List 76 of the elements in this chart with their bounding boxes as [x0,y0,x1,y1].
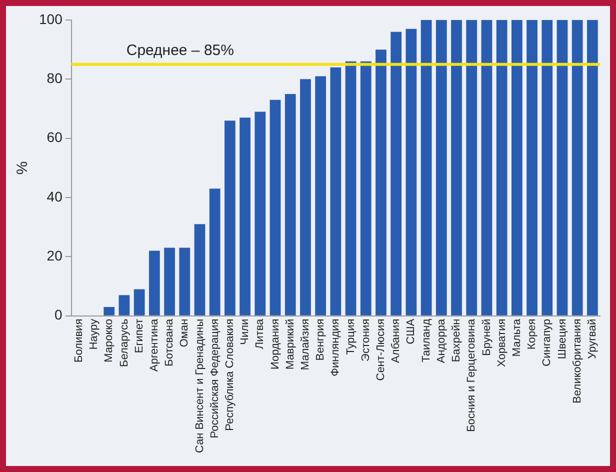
bar [466,20,478,316]
x-tick-label: Маврикий [284,318,296,370]
bar [300,79,311,316]
bar [481,20,492,316]
x-tick-label: Андорра [435,318,448,364]
bar [240,118,250,316]
x-tick-label: Сан Винсент и Гренадины [194,318,206,453]
y-tick-label: 20 [46,248,63,264]
y-axis-title: % [14,161,32,175]
x-tick-label: Сент-Люсия [375,318,388,381]
x-tick-label: Малайзия [300,318,312,370]
x-tick-label: Босния и Герцеговина [466,318,478,432]
x-tick-label: США [405,318,418,344]
x-tick-label: Корея [526,318,538,350]
x-tick-label: Марокко [103,318,116,362]
bar [164,248,175,316]
x-tick-label: Республика Словакия [224,318,236,431]
bar [254,112,266,316]
x-tick-label: Иордания [269,318,282,370]
bar [420,20,432,316]
x-tick-label: Мальта [510,318,523,357]
x-tick-label: Албания [390,318,402,363]
x-tick-label: Ботсвана [164,318,176,366]
x-tick-label: Египет [133,318,146,354]
y-tick-label: 80 [46,70,63,86]
x-tick-label: Литва [254,318,266,350]
y-tick-label: 40 [46,188,63,204]
bar [104,306,115,316]
x-tick-label: Бахрейн [450,318,463,362]
bar [224,120,236,316]
bar [209,188,220,316]
bar [134,289,145,316]
x-tick-label: Оман [178,318,191,348]
x-tick-label: Эстония [360,318,372,362]
bar [390,32,402,316]
x-tick-label: Хорватия [496,318,508,368]
bar [270,100,281,316]
bar [345,61,356,316]
bar [406,28,417,316]
bar [376,50,386,316]
bar [194,224,206,316]
y-tick-label: 60 [46,129,63,146]
x-tick-label: Бруней [480,318,493,356]
x-tick-label: Российская Федерация [208,318,221,438]
x-tick-label: Турция [344,318,357,355]
bar [587,20,598,316]
x-tick-label: Сингапур [541,318,554,366]
bar [284,94,296,316]
x-tick-label: Финляндия [330,318,342,376]
bar [118,295,130,316]
x-tick-label: Боливия [72,318,85,362]
x-tick-label: Венгрия [314,318,327,361]
x-tick-label: Уругвай [586,318,598,359]
bar [572,20,583,316]
y-tick-label: 100 [39,10,63,27]
x-tick-label: Науру [88,318,100,350]
bar [496,20,508,316]
x-tick-label: Великобритания [571,318,584,404]
bar [526,20,538,316]
bar [542,20,553,316]
bar [179,248,190,316]
bar [315,76,326,316]
bar [148,250,160,316]
x-tick-label: Беларусь [118,318,130,367]
x-tick-label: Аргентина [148,318,160,372]
y-tick-label: 0 [54,306,63,323]
x-tick-label: Таиланд [420,318,432,362]
bar [451,20,462,316]
bar [511,20,522,316]
bar [360,61,372,316]
x-tick-label: Чили [239,318,252,345]
bar [556,20,568,316]
ref-line-label: Среднее – 85% [126,42,234,60]
bar [330,67,342,316]
x-tick-label: Швеция [556,318,568,360]
bar [436,20,447,316]
